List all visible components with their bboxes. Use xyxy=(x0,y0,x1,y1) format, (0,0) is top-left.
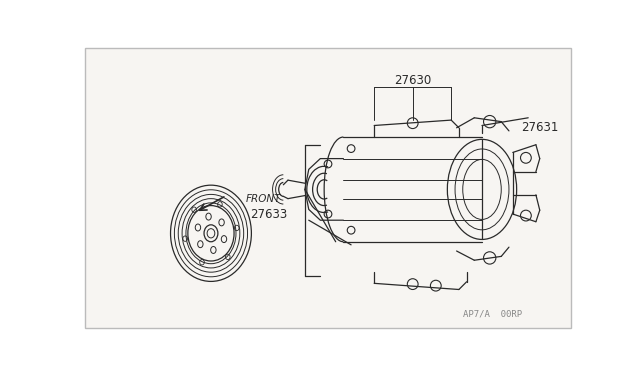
Text: AP7/A  00RP: AP7/A 00RP xyxy=(463,310,522,319)
Text: 27633: 27633 xyxy=(250,208,287,221)
Text: FRONT: FRONT xyxy=(246,194,281,203)
Text: 27630: 27630 xyxy=(394,74,431,87)
Text: 27631: 27631 xyxy=(522,121,559,134)
